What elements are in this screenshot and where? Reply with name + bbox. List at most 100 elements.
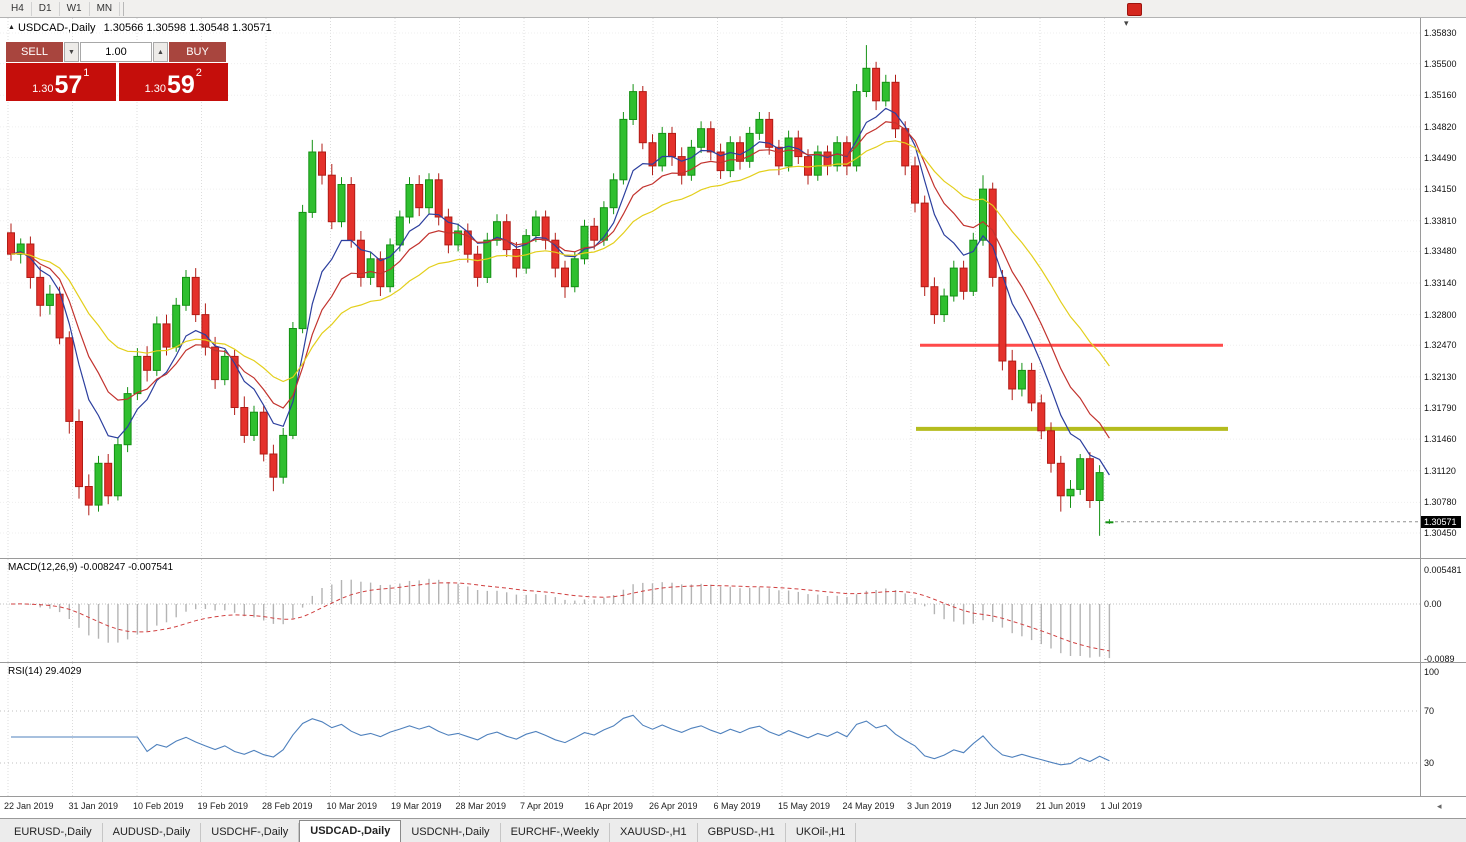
volume-input[interactable] xyxy=(80,42,152,62)
timeframe-button-d1[interactable]: D1 xyxy=(32,1,60,16)
rsi-axis-label: 100 xyxy=(1424,667,1440,677)
toolbar-separator xyxy=(123,1,125,16)
date-axis-label: 3 Jun 2019 xyxy=(907,801,952,811)
timeframe-button-mn[interactable]: MN xyxy=(90,1,121,16)
chart-title: ▲ USDCAD-,Daily 1.30566 1.30598 1.30548 1.… xyxy=(8,22,272,34)
one-click-trading-panel: SELL ▼ ▲ BUY 1.30 57 1 1.30 59 2 xyxy=(6,42,228,101)
timeframe-buttons-group: H4 D1 W1 MN xyxy=(4,1,121,16)
rsi-canvas[interactable] xyxy=(0,663,1420,796)
macd-canvas[interactable] xyxy=(0,559,1420,662)
date-axis-label: 28 Mar 2019 xyxy=(455,801,507,811)
sell-price-prefix: 1.30 xyxy=(32,83,54,95)
date-axis-label: 26 Apr 2019 xyxy=(649,801,698,811)
date-axis-label: 10 Mar 2019 xyxy=(326,801,378,811)
volume-increase-button[interactable]: ▲ xyxy=(153,42,168,62)
date-axis-label: 6 May 2019 xyxy=(713,801,761,811)
tab-audusd-daily[interactable]: AUDUSD-,Daily xyxy=(103,823,202,842)
date-axis-label: 7 Apr 2019 xyxy=(520,801,564,811)
date-axis-label: 15 May 2019 xyxy=(778,801,831,811)
chart-symbol-period: USDCAD-,Daily xyxy=(17,22,96,34)
price-axis-label: 1.32130 xyxy=(1424,371,1457,382)
panel-separator xyxy=(0,796,1466,797)
date-axis-label: 1 Jul 2019 xyxy=(1100,801,1143,811)
macd-indicator-label: MACD(12,26,9) -0.008247 -0.007541 xyxy=(8,562,174,573)
sell-price-point: 1 xyxy=(83,67,90,79)
price-axis-label: 1.35500 xyxy=(1424,58,1457,69)
price-axis[interactable]: 1.35830 1.35500 1.35160 1.34820 1.34490 1.341… xyxy=(1420,18,1466,558)
rsi-axis[interactable]: 100 70 30 xyxy=(1420,663,1466,796)
sell-price-display[interactable]: 1.30 57 1 xyxy=(6,63,116,101)
candles-layer xyxy=(7,45,1114,536)
price-axis-label: 1.34820 xyxy=(1424,121,1457,132)
buy-price-display[interactable]: 1.30 59 2 xyxy=(118,63,228,101)
ma-fast xyxy=(10,107,1110,476)
timeframe-button-h4[interactable]: H4 xyxy=(4,1,32,16)
volume-decrease-button[interactable]: ▼ xyxy=(64,42,79,62)
price-axis-label: 1.33140 xyxy=(1424,278,1457,288)
price-axis-label: 1.34150 xyxy=(1424,184,1457,195)
tab-usdcnh-daily[interactable]: USDCNH-,Daily xyxy=(401,823,501,842)
date-axis-label: 21 Jun 2019 xyxy=(1036,801,1086,811)
price-axis-label: 1.31790 xyxy=(1424,403,1457,414)
current-price-badge: 1.30571 xyxy=(1421,515,1461,528)
price-axis-label: 1.33810 xyxy=(1424,215,1457,226)
buy-price-prefix: 1.30 xyxy=(144,83,166,95)
rsi-axis-label: 70 xyxy=(1424,706,1435,716)
macd-signal-line xyxy=(10,582,1110,652)
date-axis-label: 19 Mar 2019 xyxy=(391,801,442,811)
date-axis-label: 24 May 2019 xyxy=(842,801,895,811)
buy-button[interactable]: BUY xyxy=(169,42,226,62)
price-chart-canvas[interactable] xyxy=(0,18,1420,558)
ma-slow xyxy=(10,140,1110,383)
price-axis-label: 1.35830 xyxy=(1424,28,1457,38)
scroll-to-end-icon[interactable]: ◂ xyxy=(1437,801,1442,811)
trade-prices-row: 1.30 57 1 1.30 59 2 xyxy=(6,63,228,101)
date-axis-label: 31 Jan 2019 xyxy=(68,801,119,811)
chart-shift-marker-icon[interactable]: ▾ xyxy=(1124,18,1129,28)
tab-eurchf-weekly[interactable]: EURCHF-,Weekly xyxy=(501,823,610,842)
macd-axis[interactable]: 0.005481 0.00 -0.0089 xyxy=(1420,559,1466,664)
timeframe-button-w1[interactable]: W1 xyxy=(60,1,90,16)
date-axis-label: 19 Feb 2019 xyxy=(197,801,249,811)
tab-usdcad-daily[interactable]: USDCAD-,Daily xyxy=(299,820,402,842)
price-axis-label: 1.30450 xyxy=(1424,528,1457,538)
price-axis-label: 1.31120 xyxy=(1424,465,1456,476)
price-axis-label: 1.33480 xyxy=(1424,246,1457,257)
price-axis-label: 1.32800 xyxy=(1424,309,1457,320)
date-axis-label: 28 Feb 2019 xyxy=(262,801,313,811)
main-chart[interactable]: ▲ USDCAD-,Daily 1.30566 1.30598 1.30548 1.… xyxy=(0,18,1420,558)
rsi-indicator-label: RSI(14) 29.4029 xyxy=(8,666,82,677)
tab-xauusd-h1[interactable]: XAUUSD-,H1 xyxy=(610,823,698,842)
timeframe-toolbar: H4 D1 W1 MN xyxy=(0,0,1466,18)
rsi-panel[interactable]: RSI(14) 29.4029 xyxy=(0,663,1420,796)
date-axis[interactable]: ◂ 22 Jan 2019 31 Jan 2019 10 Feb 2019 19 Fe… xyxy=(0,797,1466,818)
chart-ohlc-values: 1.30566 1.30598 1.30548 1.30571 xyxy=(103,22,272,34)
red-button-icon[interactable] xyxy=(1127,3,1142,16)
ma-mid xyxy=(10,121,1110,439)
price-axis-label: 1.30780 xyxy=(1424,497,1457,508)
panel-separator[interactable] xyxy=(0,662,1466,663)
chevron-up-icon: ▲ xyxy=(157,48,164,56)
macd-axis-label: 0.005481 xyxy=(1424,565,1462,576)
buy-price-point: 2 xyxy=(195,67,202,79)
chart-marker-icon: ▲ xyxy=(8,24,15,31)
chart-tabs-bar: EURUSD-,Daily AUDUSD-,Daily USDCHF-,Daily U… xyxy=(0,818,1466,842)
rsi-axis-label: 30 xyxy=(1424,758,1435,768)
tab-ukoil-h1[interactable]: UKOil-,H1 xyxy=(786,823,857,842)
price-axis-label: 1.32470 xyxy=(1424,340,1457,351)
sell-button[interactable]: SELL xyxy=(6,42,63,62)
tab-eurusd-daily[interactable]: EURUSD-,Daily xyxy=(4,823,103,842)
chevron-down-icon: ▼ xyxy=(68,48,75,56)
price-axis-label: 1.35160 xyxy=(1424,90,1457,101)
date-axis-label: 12 Jun 2019 xyxy=(971,801,1022,811)
tab-gbpusd-h1[interactable]: GBPUSD-,H1 xyxy=(698,823,786,842)
macd-axis-label: 0.00 xyxy=(1424,599,1442,609)
rsi-line xyxy=(11,714,1110,766)
date-axis-label: 22 Jan 2019 xyxy=(4,801,54,811)
macd-panel[interactable]: MACD(12,26,9) -0.008247 -0.007541 xyxy=(0,559,1420,662)
macd-axis-label: -0.0089 xyxy=(1424,654,1455,664)
tab-usdchf-daily[interactable]: USDCHF-,Daily xyxy=(201,823,300,842)
panel-separator[interactable] xyxy=(0,558,1466,559)
buy-price-pips: 59 xyxy=(166,71,195,99)
